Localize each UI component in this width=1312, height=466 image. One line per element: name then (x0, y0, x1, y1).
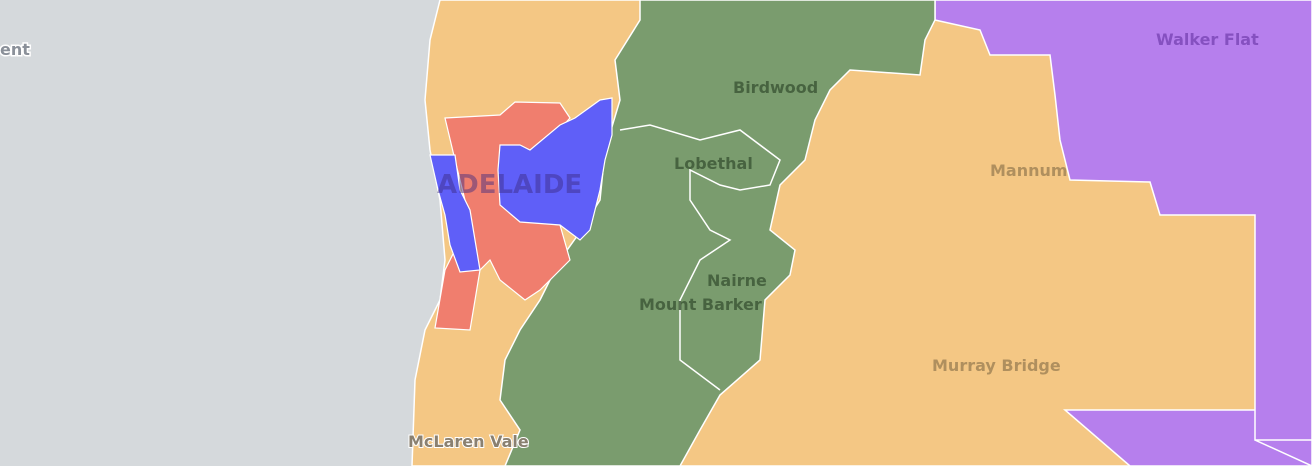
label-mannum: Mannum (990, 161, 1068, 180)
label-nairne: Nairne (707, 271, 767, 290)
region-blue-east[interactable] (497, 97, 613, 241)
label-birdwood: Birdwood (733, 78, 818, 97)
region-red[interactable] (434, 101, 571, 331)
label-mount-barker: Mount Barker (639, 295, 762, 314)
region-purple[interactable] (934, 0, 1312, 466)
label-adelaide: ADELAIDE (437, 170, 582, 200)
label-mclaren-vale: McLaren Vale (408, 432, 529, 451)
label-murray-bridge: Murray Bridge (932, 356, 1061, 375)
label-partial-left: ent (0, 40, 30, 59)
green-inner-border (619, 124, 781, 391)
label-walker-flat: Walker Flat (1156, 30, 1259, 49)
region-blue[interactable] (429, 154, 481, 273)
label-lobethal: Lobethal (674, 154, 753, 173)
